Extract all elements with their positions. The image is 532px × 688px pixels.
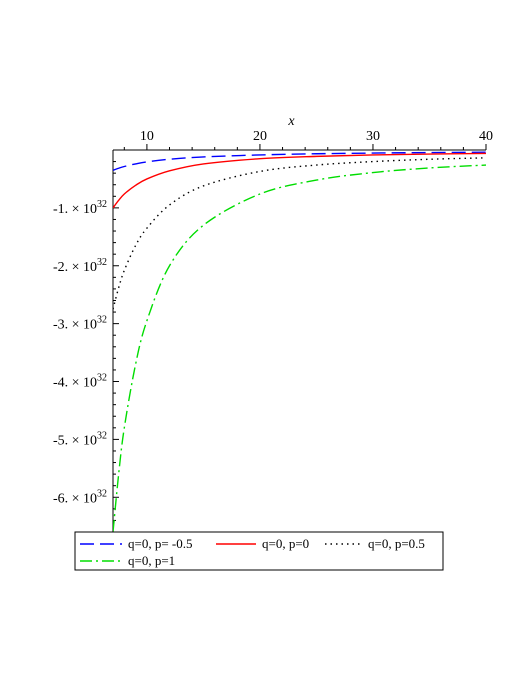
y-tick-label: -3. × 1032 [53, 315, 107, 333]
series-layer [113, 151, 487, 532]
x-tick-label: 20 [253, 129, 267, 144]
y-tick-label: -4. × 1032 [53, 373, 107, 391]
y-tick-label: -1. × 1032 [53, 199, 107, 217]
legend-label-3: q=0, p=0.5 [368, 536, 425, 551]
y-tick-label: -2. × 1032 [53, 257, 107, 275]
legend-label-2: q=0, p=0 [262, 536, 309, 551]
y-tick-label: -5. × 1032 [53, 430, 107, 448]
series-line-2 [113, 152, 487, 209]
x-axis-label: x [287, 114, 295, 129]
legend-label-1: q=0, p= -0.5 [128, 536, 193, 551]
y-tick-label: -6. × 1032 [53, 488, 107, 506]
series-line-4 [113, 164, 487, 532]
legend-label-4: q=0, p=1 [128, 553, 175, 568]
axes: 10 20 30 40 x -1. × 1032 -2. × 1032 -3. × 1032 -… [53, 114, 493, 533]
x-tick-label: 40 [479, 129, 493, 144]
x-tick-label: 30 [366, 129, 380, 144]
series-line-1 [113, 151, 487, 171]
legend-box [74, 531, 444, 571]
x-tick-label: 10 [140, 129, 154, 144]
legend: q=0, p= -0.5 q=0, p=0 q=0, p=0.5 q=0, p=1 [74, 531, 444, 571]
series-line-3 [113, 157, 487, 310]
